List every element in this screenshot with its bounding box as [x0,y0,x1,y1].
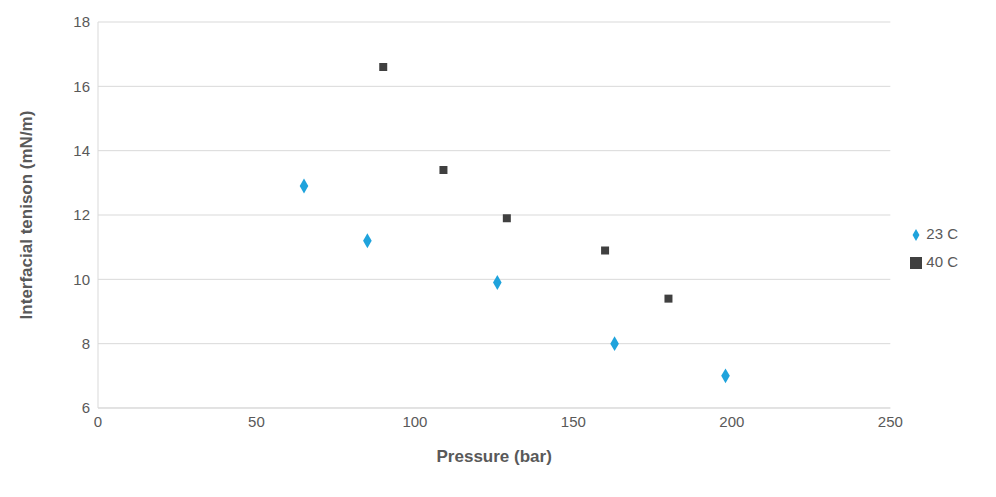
svg-text:Interfacial tenison (mN/m): Interfacial tenison (mN/m) [17,111,36,320]
svg-text:6: 6 [82,399,90,416]
svg-text:16: 16 [73,78,90,95]
html-text:40 C: 40 C [926,253,958,270]
svg-text:8: 8 [82,335,90,352]
svg-text:0: 0 [94,413,102,430]
svg-text:18: 18 [73,13,90,30]
svg-text:150: 150 [561,413,586,430]
svg-text:100: 100 [402,413,427,430]
svg-text:200: 200 [719,413,744,430]
svg-text:Pressure (bar): Pressure (bar) [437,447,552,466]
html-text:23 C: 23 C [926,225,958,242]
svg-text:50: 50 [248,413,265,430]
svg-text:12: 12 [73,206,90,223]
svg-text:10: 10 [73,271,90,288]
svg-text:250: 250 [878,413,903,430]
svg-text:14: 14 [73,142,90,159]
